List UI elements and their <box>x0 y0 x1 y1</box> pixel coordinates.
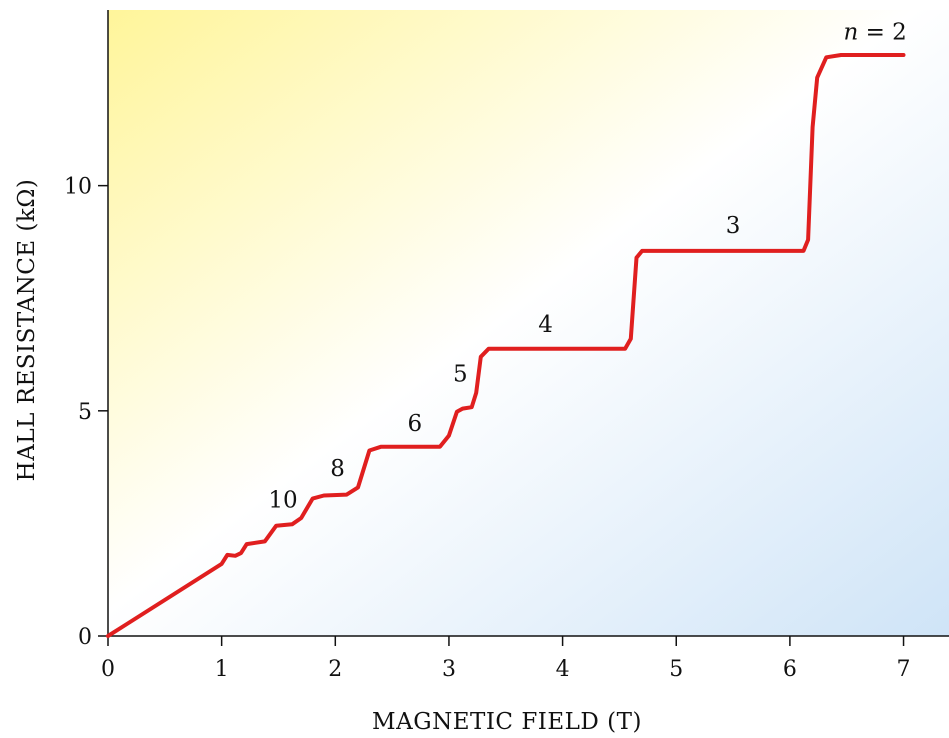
x-tick-label: 6 <box>783 657 797 682</box>
plateau-label: 5 <box>453 362 468 388</box>
x-tick-label: 2 <box>328 657 342 682</box>
y-axis-title: HALL RESISTANCE (kΩ) <box>14 179 40 482</box>
hall-resistance-curve <box>106 53 906 638</box>
plateau-label: 8 <box>330 456 345 482</box>
x-tick-label: 1 <box>215 657 229 682</box>
plot-background <box>108 10 949 636</box>
plateau-label: 4 <box>538 312 553 338</box>
plateau-labels: 10 8 6 5 4 3 n = 2 <box>268 19 906 513</box>
plateau-label: 3 <box>726 213 741 239</box>
x-tick-label: 7 <box>897 657 911 682</box>
series-layer <box>106 53 906 638</box>
y-tick-label: 10 <box>64 175 92 200</box>
x-axis-title: MAGNETIC FIELD (T) <box>372 709 642 734</box>
y-tick-label: 5 <box>78 400 92 425</box>
x-tick-label: 0 <box>101 657 115 682</box>
y-tick-label: 0 <box>78 625 92 650</box>
plateau-label: 6 <box>408 411 423 437</box>
x-tick-label: 4 <box>556 657 570 682</box>
plateau-label: n = 2 <box>843 19 906 45</box>
axes: 0 1 2 3 4 5 6 7 0 5 10 <box>64 10 949 682</box>
x-tick-label: 5 <box>669 657 683 682</box>
x-tick-label: 3 <box>442 657 456 682</box>
plateau-label: 10 <box>268 488 297 514</box>
